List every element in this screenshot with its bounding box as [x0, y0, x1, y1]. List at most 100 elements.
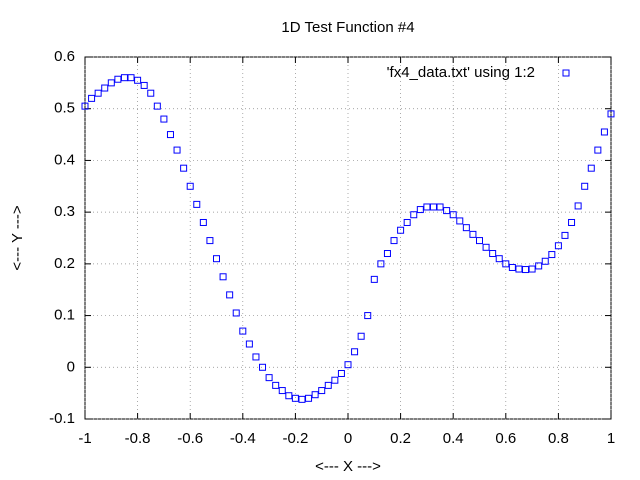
data-point [186, 182, 194, 190]
data-point [134, 76, 142, 84]
data-point [397, 226, 405, 234]
data-point [541, 257, 549, 265]
data-point [285, 392, 293, 400]
data-point [272, 381, 280, 389]
data-point [548, 251, 556, 259]
data-point [140, 81, 148, 89]
y-tick-label: 0.4 [54, 151, 75, 168]
data-point [324, 381, 332, 389]
x-tick-label: -0.2 [282, 430, 308, 447]
data-point [318, 387, 326, 395]
data-point [581, 182, 589, 190]
x-tick-label: 1 [607, 430, 615, 447]
data-point [561, 231, 569, 239]
data-point [429, 203, 437, 211]
x-tick-label: 0.6 [495, 430, 516, 447]
data-point [193, 200, 201, 208]
data-point [88, 94, 96, 102]
data-point [239, 327, 247, 335]
data-point [370, 275, 378, 283]
x-tick-label: -1 [78, 430, 91, 447]
data-point [245, 340, 253, 348]
y-tick-label: 0.5 [54, 100, 75, 117]
x-tick-label: -0.4 [230, 430, 256, 447]
data-point [423, 203, 431, 211]
data-point [357, 332, 365, 340]
data-point [114, 75, 122, 83]
data-point [226, 291, 234, 299]
data-point [291, 394, 299, 402]
data-point [232, 309, 240, 317]
data-point [278, 387, 286, 395]
data-point [298, 395, 306, 403]
data-point [331, 376, 339, 384]
data-point [147, 89, 155, 97]
data-point [219, 273, 227, 281]
data-point [436, 203, 444, 211]
y-tick-label: 0.6 [54, 48, 75, 65]
data-point [574, 202, 582, 210]
x-tick-label: 0.2 [390, 430, 411, 447]
data-point [495, 255, 503, 263]
y-tick-label: 0.1 [54, 307, 75, 324]
data-point [600, 128, 608, 136]
data-point [180, 164, 188, 172]
data-point [482, 243, 490, 251]
data-point [443, 207, 451, 215]
chart-title: 1D Test Function #4 [281, 19, 414, 36]
data-point [166, 131, 174, 139]
data-point [528, 265, 536, 273]
y-tick-label: 0.2 [54, 255, 75, 272]
data-point [160, 115, 168, 123]
data-point [410, 211, 418, 219]
data-point [594, 146, 602, 154]
data-point [199, 218, 207, 226]
data-point [535, 262, 543, 270]
x-tick-label: -0.8 [125, 430, 151, 447]
data-point [554, 242, 562, 250]
data-point [502, 260, 510, 268]
data-point [522, 266, 530, 274]
x-tick-label: 0.4 [443, 430, 464, 447]
data-point [383, 250, 391, 258]
data-point [337, 369, 345, 377]
data-point [476, 237, 483, 245]
data-point [462, 224, 470, 232]
data-point [568, 218, 576, 226]
data-point [265, 374, 273, 382]
data-point [173, 146, 181, 154]
data-point [252, 353, 260, 361]
data-point [213, 255, 220, 263]
x-tick-label: 0.8 [548, 430, 569, 447]
data-point [469, 230, 477, 238]
data-point [94, 89, 102, 97]
data-point [449, 211, 457, 219]
legend-marker [562, 69, 570, 77]
data-point [107, 79, 115, 87]
data-point [508, 263, 516, 271]
data-point [515, 265, 523, 273]
data-point [206, 237, 214, 245]
data-point [489, 250, 497, 258]
data-point [101, 84, 109, 92]
data-point [305, 394, 313, 402]
data-point [127, 74, 135, 82]
data-point [403, 218, 411, 226]
data-point [456, 217, 464, 225]
data-point [259, 363, 267, 371]
data-point [351, 348, 359, 356]
data-point [364, 312, 372, 320]
x-axis-label: <--- X ---> [315, 458, 381, 475]
data-point [587, 164, 595, 172]
data-point [344, 361, 352, 369]
data-point [390, 237, 398, 245]
data-point [416, 206, 424, 214]
y-tick-label: 0.3 [54, 203, 75, 220]
data-point [81, 102, 89, 110]
x-tick-label: -0.6 [177, 430, 203, 447]
y-axis-label: <--- Y ---> [9, 205, 26, 271]
x-tick-label: 0 [344, 430, 352, 447]
y-tick-label: 0 [67, 358, 75, 375]
data-point [153, 102, 161, 110]
